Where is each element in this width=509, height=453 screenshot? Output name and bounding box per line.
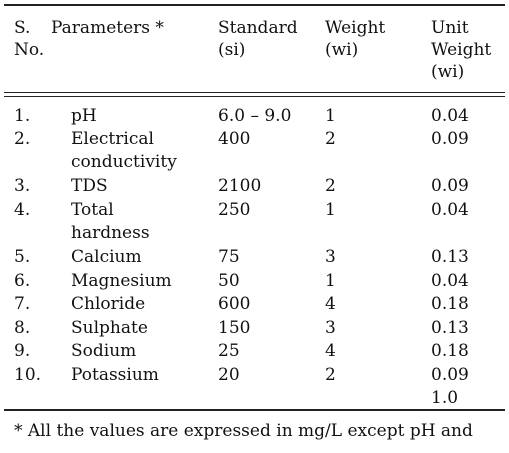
header-unit-weight-line2: Weight [431,40,492,60]
row-1-standard: 6.0 – 9.0 [218,106,292,126]
row-6-unit-weight: 0.04 [431,271,469,291]
table-footnote: * All the values are expressed in mg/L e… [14,421,473,441]
table-top-rule [4,4,505,6]
row-8-weight: 3 [325,318,336,338]
header-rule-lower [4,96,505,97]
row-7-sno: 7. [14,294,31,314]
header-rule-upper [4,92,505,93]
row-1-sno: 1. [14,106,31,126]
row-6-weight: 1 [325,271,336,291]
row-1-weight: 1 [325,106,336,126]
header-sno-line2: No. [14,40,45,60]
unit-weight-total: 1.0 [431,388,459,408]
row-10-weight: 2 [325,365,336,385]
row-5-standard: 75 [218,247,240,267]
row-4-sno: 4. [14,200,31,220]
row-5-sno: 5. [14,247,31,267]
header-unit-weight-line1: Unit [431,18,469,38]
row-8-sno: 8. [14,318,31,338]
row-3-sno: 3. [14,176,31,196]
row-3-standard: 2100 [218,176,262,196]
row-9-standard: 25 [218,341,240,361]
row-9-weight: 4 [325,341,336,361]
row-4-weight: 1 [325,200,336,220]
row-5-unit-weight: 0.13 [431,247,469,267]
header-parameters: Parameters * [51,18,164,38]
row-4-standard: 250 [218,200,251,220]
row-1-unit-weight: 0.04 [431,106,469,126]
row-8-unit-weight: 0.13 [431,318,469,338]
row-10-sno: 10. [14,365,42,385]
row-1-param: pH [71,106,97,126]
row-9-sno: 9. [14,341,31,361]
row-6-standard: 50 [218,271,240,291]
row-2-param-line1: Electrical [71,129,154,149]
row-8-param: Sulphate [71,318,148,338]
row-2-unit-weight: 0.09 [431,129,469,149]
row-8-standard: 150 [218,318,251,338]
row-3-param: TDS [71,176,108,196]
header-weight-line1: Weight [325,18,386,38]
row-4-param-line2: hardness [71,223,150,243]
row-3-unit-weight: 0.09 [431,176,469,196]
row-9-param: Sodium [71,341,137,361]
row-4-param-line1: Total [71,200,114,220]
header-standard-line1: Standard [218,18,298,38]
row-9-unit-weight: 0.18 [431,341,469,361]
row-3-weight: 2 [325,176,336,196]
row-2-param-line2: conductivity [71,152,177,172]
header-sno-line1: S. [14,18,31,38]
row-4-unit-weight: 0.04 [431,200,469,220]
row-6-param: Magnesium [71,271,172,291]
row-2-standard: 400 [218,129,251,149]
header-weight-line2: (wi) [325,40,359,60]
table-bottom-rule [4,409,505,411]
row-7-standard: 600 [218,294,251,314]
row-10-param: Potassium [71,365,159,385]
row-5-weight: 3 [325,247,336,267]
header-unit-weight-line3: (wi) [431,62,465,82]
row-2-sno: 2. [14,129,31,149]
row-10-unit-weight: 0.09 [431,365,469,385]
row-6-sno: 6. [14,271,31,291]
row-2-weight: 2 [325,129,336,149]
row-10-standard: 20 [218,365,240,385]
row-7-weight: 4 [325,294,336,314]
header-standard-line2: (si) [218,40,246,60]
row-7-param: Chloride [71,294,146,314]
row-5-param: Calcium [71,247,142,267]
row-7-unit-weight: 0.18 [431,294,469,314]
